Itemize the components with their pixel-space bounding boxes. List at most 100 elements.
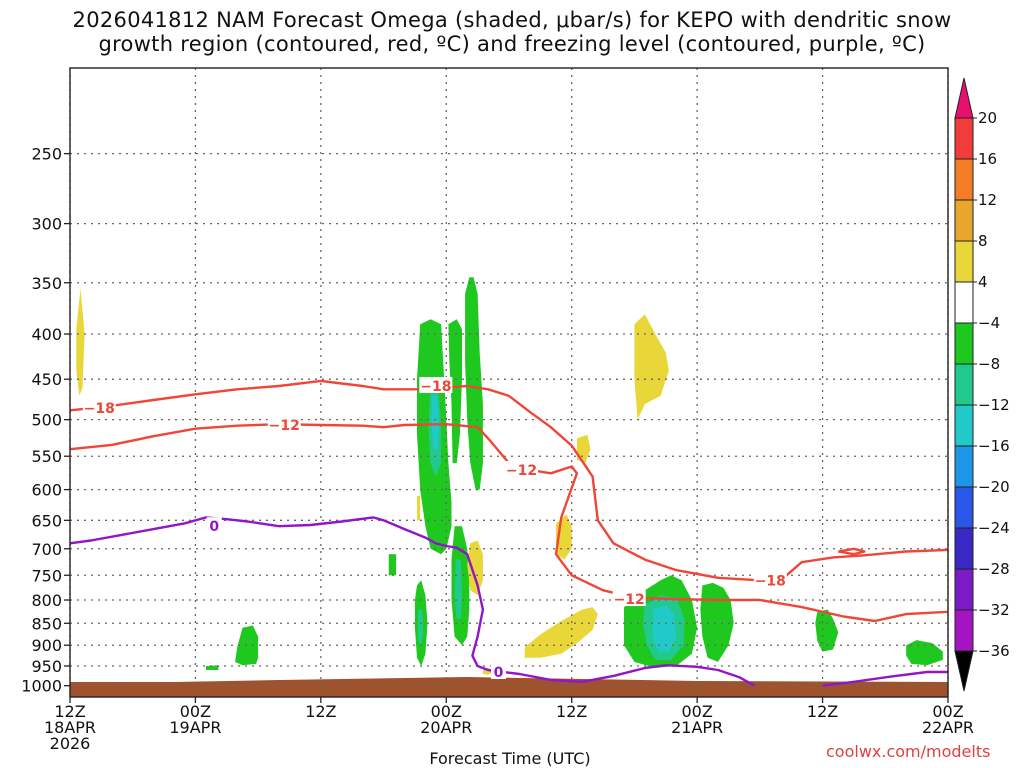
omega-region-23	[417, 496, 421, 521]
ytick-label-750: 750	[31, 566, 62, 585]
colorbar-label-2: 12	[978, 191, 997, 209]
colorbar-label-4: 4	[978, 273, 988, 291]
colorbar-cell-7	[954, 404, 974, 447]
colorbar: 20 16 12 8 4 −4 −8 −12 −16 −20 −24 −28 −32 −36	[954, 77, 1010, 692]
omega-region-1	[448, 319, 462, 464]
contour-label-minus12-right-bg	[612, 590, 646, 607]
contour-label-minus18-top-bg	[419, 376, 453, 393]
colorbar-label-5: −4	[978, 314, 1000, 332]
omega-region-10	[815, 609, 839, 652]
colorbar-label-12: −32	[978, 601, 1010, 619]
xtick-label-0-1: 18APR	[44, 718, 96, 737]
ytick-label-400: 400	[31, 325, 62, 344]
x-axis-label: Forecast Time (UTC)	[429, 749, 590, 768]
credit-text: coolwx.com/modelts	[826, 742, 991, 761]
contour-label-minus12-right: −12	[614, 592, 645, 608]
colorbar-label-9: −20	[978, 478, 1010, 496]
colorbar-cell-2	[954, 199, 974, 242]
contour-label-freezing-low-bg	[491, 662, 507, 679]
ytick-label-900: 900	[31, 636, 62, 655]
ytick-label-250: 250	[31, 145, 62, 164]
omega-region-2	[465, 277, 483, 490]
gridlines	[69, 68, 949, 697]
contour-label-minus18-right: −18	[755, 573, 786, 589]
colorbar-label-13: −36	[978, 642, 1010, 660]
ground-top	[70, 677, 948, 686]
colorbar-cell-6	[954, 363, 974, 406]
colorbar-cell-11	[954, 568, 974, 611]
ytick-label-450: 450	[31, 370, 62, 389]
colorbar-cell-9	[954, 486, 974, 529]
xtick-label-0-0: 12Z	[54, 702, 85, 721]
colorbar-label-1: 16	[978, 150, 997, 168]
ytick-label-800: 800	[31, 591, 62, 610]
colorbar-cell-5	[954, 322, 974, 365]
omega-region-9	[700, 582, 734, 662]
xtick-label-12-0: 00Z	[180, 702, 211, 721]
contour-label-minus12-mid: −12	[506, 463, 537, 479]
xtick-label-12-1: 19APR	[169, 718, 221, 737]
ytick-label-600: 600	[31, 481, 62, 500]
ytick-label-350: 350	[31, 274, 62, 293]
omega-region-5	[388, 554, 397, 576]
contour-freezing-right	[822, 670, 948, 687]
contour-label-minus12-left: −12	[269, 418, 300, 434]
ytick-label-700: 700	[31, 540, 62, 559]
contour-label-minus12-left-bg	[267, 415, 301, 432]
omega-region-20	[576, 434, 591, 464]
ytick-label-500: 500	[31, 411, 62, 430]
colorbar-cell-4	[954, 281, 974, 324]
colorbar-label-11: −28	[978, 560, 1010, 578]
xtick-label-36-1: 20APR	[420, 718, 472, 737]
contour-lines: −18 −18 −18 −12 −12 −12 0 0	[69, 376, 949, 687]
colorbar-cell-12	[954, 609, 974, 652]
contour-label-minus18-left: −18	[84, 401, 115, 417]
contour-minus12	[69, 423, 949, 623]
colorbar-label-0: 20	[978, 109, 997, 127]
ytick-label-850: 850	[31, 614, 62, 633]
contour-minus18-right	[780, 548, 949, 582]
xtick-label-72-0: 12Z	[807, 702, 838, 721]
axes: 250 300 350 400 450 500 550 600 650 700 750 800 850 9…	[21, 67, 974, 753]
colorbar-cell-0	[954, 117, 974, 160]
ytick-label-550: 550	[31, 447, 62, 466]
xtick-label-60-0: 00Z	[681, 702, 712, 721]
omega-region-7	[205, 665, 219, 670]
ground-layer	[70, 677, 948, 697]
omega-region-24	[524, 607, 598, 658]
xtick-label-36-0: 00Z	[431, 702, 462, 721]
xtick-label-60-1: 21APR	[671, 718, 723, 737]
omega-region-17	[652, 604, 677, 652]
contour-label-minus18-right-bg	[753, 571, 787, 588]
xtick-label-48-0: 12Z	[556, 702, 587, 721]
contour-label-minus18-top: −18	[420, 379, 451, 395]
omega-region-18	[76, 288, 85, 396]
omega-region-19	[634, 314, 669, 420]
colorbar-cell-1	[954, 158, 974, 201]
plot-frame	[69, 67, 949, 698]
colorbar-cell-8	[954, 445, 974, 488]
contour-minus18-ring	[838, 547, 866, 556]
colorbar-label-10: −24	[978, 519, 1010, 537]
contour-label-freezing-left: 0	[209, 519, 219, 535]
ytick-label-950: 950	[31, 657, 62, 676]
contour-label-freezing-left-bg	[206, 517, 222, 534]
xtick-label-24-0: 12Z	[305, 702, 336, 721]
ytick-label-1000: 1000	[21, 677, 62, 696]
colorbar-cell-3	[954, 240, 974, 283]
omega-region-22	[467, 540, 483, 596]
omega-region-14	[418, 609, 424, 646]
contour-label-minus12-mid-bg	[505, 460, 539, 477]
xtick-label-84-0: 00Z	[932, 702, 963, 721]
contour-minus18	[69, 379, 760, 582]
chart-title-line2: growth region (contoured, red, ºC) and f…	[98, 32, 926, 56]
colorbar-bottom-arrow	[954, 650, 974, 692]
ytick-label-650: 650	[31, 511, 62, 530]
omega-region-16	[431, 395, 439, 450]
omega-region-11	[906, 640, 943, 666]
xtick-label-84-1: 22APR	[922, 718, 974, 737]
colorbar-label-7: −12	[978, 396, 1010, 414]
xtick-label-0-2: 2026	[50, 734, 91, 753]
omega-region-13	[454, 559, 462, 619]
